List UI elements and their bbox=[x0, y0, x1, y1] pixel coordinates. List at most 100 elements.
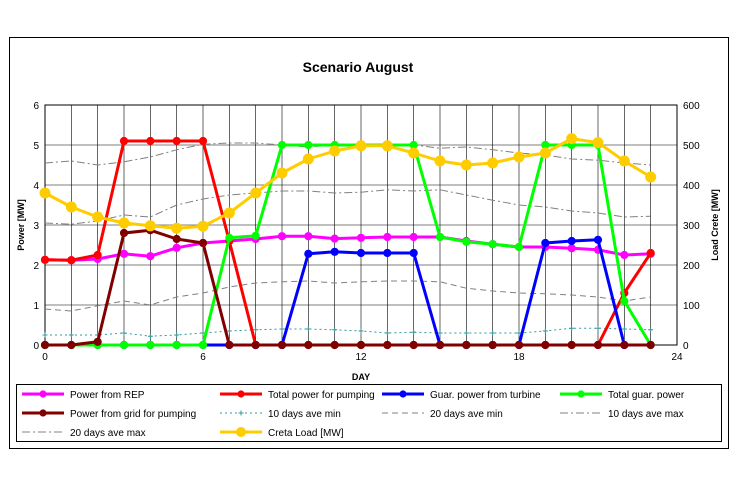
legend-item: Total power for pumping bbox=[220, 390, 375, 401]
data-point bbox=[93, 250, 102, 260]
data-point bbox=[144, 220, 156, 232]
data-point bbox=[40, 340, 50, 350]
data-point bbox=[226, 328, 232, 334]
legend-swatch-marker bbox=[577, 390, 585, 398]
legend-label: Total guar. power bbox=[608, 390, 685, 401]
y-tick-label: 5 bbox=[33, 141, 39, 152]
data-point bbox=[68, 332, 74, 338]
data-point bbox=[411, 329, 417, 335]
data-point bbox=[595, 325, 601, 331]
data-point bbox=[302, 153, 314, 165]
series-line bbox=[44, 234, 651, 262]
data-point bbox=[276, 167, 288, 179]
data-point bbox=[147, 333, 153, 339]
data-point bbox=[277, 340, 287, 350]
legend-swatch-marker bbox=[236, 427, 246, 437]
data-point bbox=[437, 330, 443, 336]
data-point bbox=[65, 201, 77, 213]
legend-swatch-marker bbox=[238, 410, 244, 416]
data-point bbox=[304, 140, 313, 150]
data-point bbox=[174, 332, 180, 338]
data-point bbox=[566, 133, 578, 145]
data-point bbox=[225, 233, 234, 242]
data-point bbox=[487, 157, 499, 169]
data-point bbox=[593, 235, 603, 244]
data-point bbox=[409, 232, 418, 242]
data-point bbox=[198, 136, 208, 146]
data-point bbox=[172, 136, 181, 146]
data-point bbox=[384, 330, 390, 336]
data-point bbox=[460, 159, 472, 171]
data-point bbox=[618, 155, 630, 167]
series-7 bbox=[44, 189, 651, 225]
data-point bbox=[329, 145, 341, 157]
x-tick-label: 18 bbox=[513, 352, 525, 363]
data-point bbox=[119, 249, 129, 258]
x-tick-label: 0 bbox=[42, 352, 48, 363]
data-point bbox=[358, 328, 364, 334]
data-point bbox=[435, 340, 445, 350]
legend-label: 10 days ave max bbox=[608, 409, 684, 420]
data-point bbox=[383, 340, 392, 350]
data-point bbox=[119, 136, 129, 146]
data-point bbox=[277, 140, 287, 150]
y-tick-label: 4 bbox=[33, 181, 39, 192]
data-point bbox=[488, 340, 497, 350]
data-point bbox=[146, 252, 155, 261]
data-point bbox=[172, 340, 181, 350]
series-line bbox=[45, 143, 652, 347]
y2-tick-label: 300 bbox=[683, 221, 700, 232]
legend-item: Power from grid for pumping bbox=[22, 409, 196, 420]
data-point bbox=[539, 147, 551, 159]
data-point bbox=[541, 340, 550, 350]
data-point bbox=[646, 248, 655, 258]
x-axis-label: DAY bbox=[352, 372, 370, 382]
y-tick-label: 1 bbox=[33, 301, 39, 312]
data-point bbox=[93, 337, 102, 346]
data-point bbox=[223, 207, 235, 219]
data-point bbox=[118, 217, 130, 229]
data-point bbox=[409, 248, 418, 258]
data-point bbox=[408, 147, 420, 159]
data-point bbox=[356, 340, 366, 350]
data-point bbox=[146, 136, 155, 146]
data-point bbox=[253, 327, 259, 333]
data-point bbox=[569, 325, 575, 331]
x-tick-label: 24 bbox=[671, 352, 683, 363]
data-point bbox=[620, 296, 629, 306]
legend-swatch-marker bbox=[39, 390, 47, 398]
series-line bbox=[45, 228, 651, 347]
data-point bbox=[251, 340, 260, 350]
y2-tick-label: 500 bbox=[683, 141, 700, 152]
data-point bbox=[648, 327, 654, 333]
data-point bbox=[92, 211, 104, 223]
series-6 bbox=[44, 280, 651, 312]
y2-tick-label: 400 bbox=[683, 181, 700, 192]
legend-swatch-marker bbox=[39, 409, 47, 417]
data-point bbox=[490, 330, 496, 336]
data-point bbox=[462, 237, 471, 246]
legend-label: Power from grid for pumping bbox=[70, 409, 196, 420]
data-point bbox=[171, 222, 183, 234]
data-point bbox=[488, 240, 497, 249]
legend-label: Power from REP bbox=[70, 390, 145, 401]
data-point bbox=[198, 340, 208, 350]
data-point bbox=[592, 137, 604, 149]
legend-swatch-marker bbox=[237, 390, 245, 398]
data-point bbox=[305, 326, 311, 332]
legend-label: Total power for pumping bbox=[268, 390, 375, 401]
y2-tick-label: 100 bbox=[683, 301, 700, 312]
data-point bbox=[277, 232, 287, 241]
data-point bbox=[279, 326, 285, 332]
data-point bbox=[304, 249, 313, 258]
data-point bbox=[67, 256, 76, 265]
data-point bbox=[409, 340, 418, 350]
legend-item: Power from REP bbox=[22, 390, 145, 401]
data-point bbox=[225, 340, 234, 350]
series-line bbox=[45, 327, 651, 337]
data-point bbox=[67, 340, 76, 350]
y2-axis-label: Load Crete [MW] bbox=[710, 189, 720, 261]
legend-item: Guar. power from turbine bbox=[382, 390, 541, 401]
data-point bbox=[383, 248, 392, 258]
